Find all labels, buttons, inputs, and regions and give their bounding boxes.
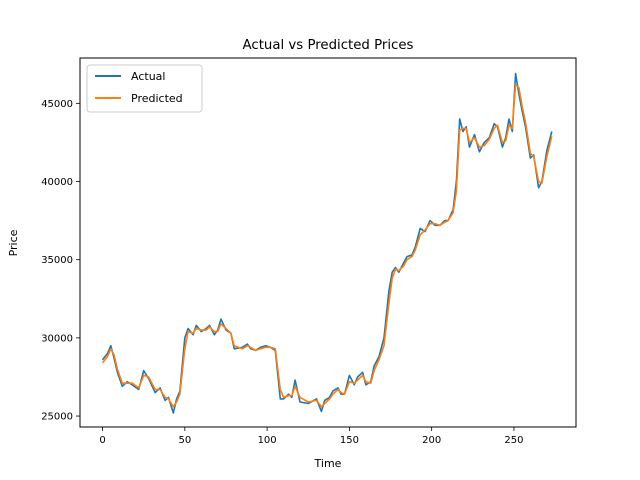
x-axis-label: Time <box>314 457 342 470</box>
x-tick-label: 200 <box>422 435 441 446</box>
x-tick-label: 100 <box>258 435 277 446</box>
y-axis-label: Price <box>7 229 20 256</box>
x-tick-label: 250 <box>504 435 523 446</box>
series-layer <box>101 72 553 414</box>
x-tick-label: 150 <box>340 435 359 446</box>
plot-area <box>80 58 576 427</box>
x-tick-label: 0 <box>99 435 105 446</box>
y-tick-label: 35000 <box>41 255 73 266</box>
legend-label-predicted: Predicted <box>131 92 183 105</box>
plot-frame <box>79 57 577 428</box>
series-line-predicted <box>101 83 553 408</box>
y-axis: 25000 30000 35000 40000 45000 <box>41 99 80 423</box>
y-tick-label: 30000 <box>41 333 73 344</box>
y-tick-label: 40000 <box>41 177 73 188</box>
legend: Actual Predicted <box>86 64 203 113</box>
x-tick-label: 50 <box>178 435 191 446</box>
x-axis: 0 50 100 150 200 250 <box>99 427 524 446</box>
chart-title: Actual vs Predicted Prices <box>243 38 414 53</box>
y-tick-label: 25000 <box>41 412 73 423</box>
legend-label-actual: Actual <box>131 70 165 83</box>
y-tick-label: 45000 <box>41 99 73 110</box>
